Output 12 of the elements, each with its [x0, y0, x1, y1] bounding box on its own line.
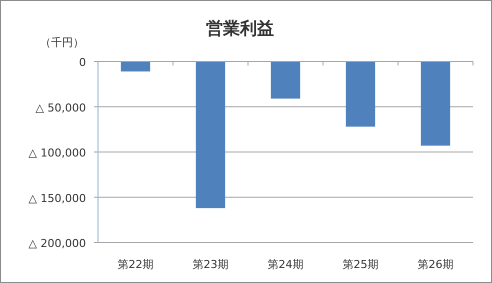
y-tick-label: 0	[79, 56, 86, 69]
chart-title: 営業利益	[206, 19, 274, 39]
x-tick-label: 第25期	[342, 258, 378, 271]
y-tick-label: △ 200,000	[28, 237, 86, 250]
x-tick-label: 第23期	[192, 258, 228, 271]
y-axis-title: （千円）	[40, 36, 84, 49]
y-tick-label: △ 100,000	[28, 146, 86, 160]
x-tick-label: 第24期	[268, 258, 304, 271]
x-tick-label: 第26期	[418, 258, 454, 271]
y-tick-label: △ 50,000	[36, 101, 86, 114]
x-tick-label: 第22期	[118, 258, 154, 271]
y-tick-label: △ 150,000	[28, 192, 86, 205]
